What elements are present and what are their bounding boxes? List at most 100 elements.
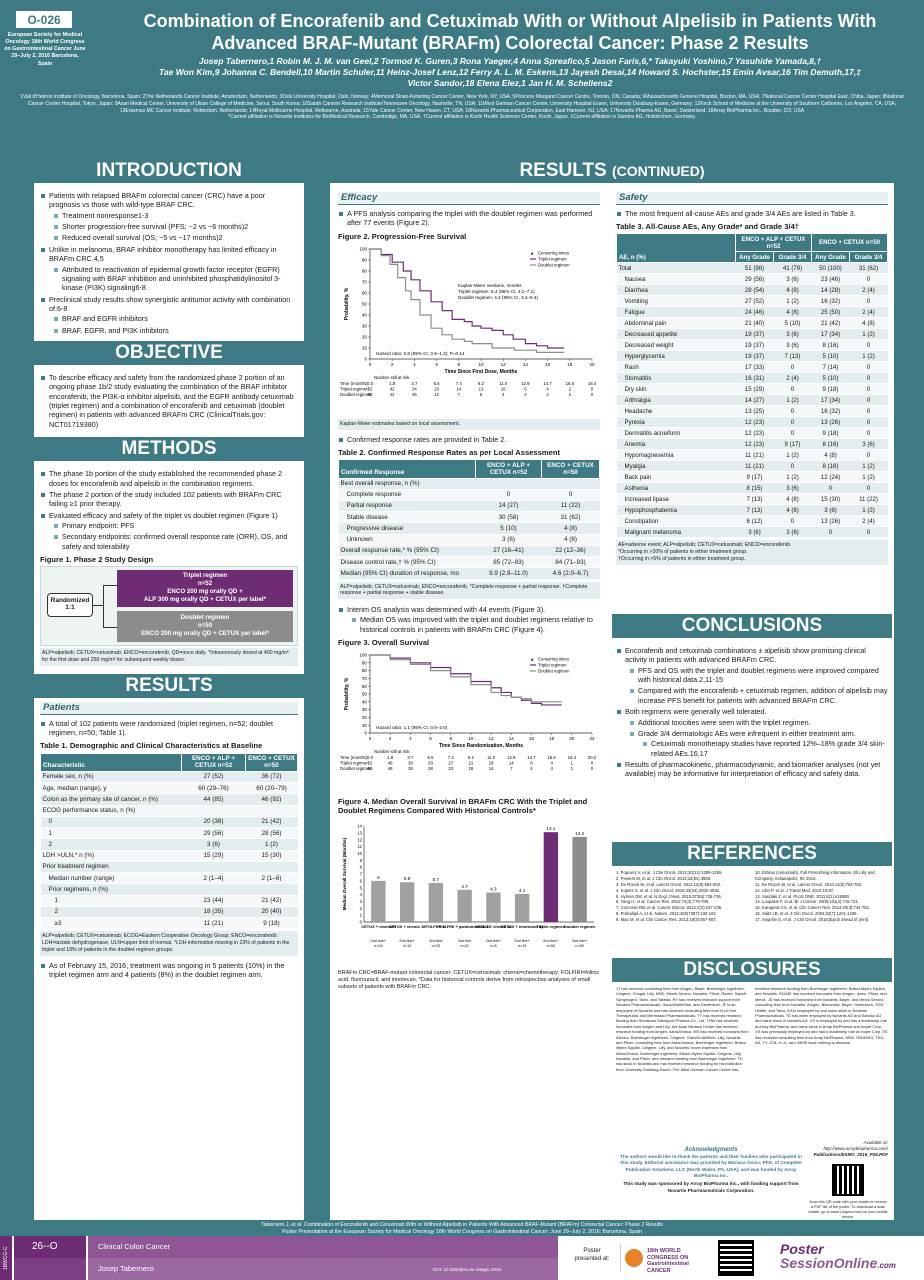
bar bbox=[428, 882, 444, 922]
doi-label: DOI: 10.3252/pso.eu.18wgic.2016 bbox=[433, 1267, 502, 1272]
table-cell bbox=[245, 861, 298, 874]
x-tick-label: 8 bbox=[449, 736, 452, 741]
legend-triplet: Triplet regimen bbox=[538, 256, 567, 261]
table-cell: Malignant melanoma bbox=[616, 526, 736, 539]
table-cell: 1 (2) bbox=[245, 838, 298, 851]
table-cell: 2 (4) bbox=[773, 372, 812, 385]
risk-value: 1.8 bbox=[387, 755, 394, 760]
x-tick-label: 4 bbox=[413, 362, 416, 367]
table-cell: 1 bbox=[40, 827, 182, 840]
bar-value-label: 13.1 bbox=[546, 826, 555, 831]
table-cell: 1 (2) bbox=[773, 295, 812, 308]
risk-value: 3.7 bbox=[407, 755, 414, 760]
risk-value: 0.0 bbox=[367, 381, 374, 386]
table-cell: 11 (22) bbox=[541, 500, 600, 513]
table-header: Confirmed Response bbox=[338, 459, 476, 479]
pdf-link[interactable]: http://www.arraybiopharma.com/ bbox=[823, 1145, 888, 1151]
table-cell: 0 bbox=[849, 372, 888, 385]
table-cell: 0 bbox=[849, 526, 888, 539]
y-tick-label: 11 bbox=[358, 844, 363, 849]
risk-value: 2 bbox=[546, 392, 549, 397]
figure2-title: Figure 2. Progression-Free Survival bbox=[338, 231, 467, 241]
table-row: 2 18 (35) 20 (40) bbox=[40, 906, 298, 919]
qr-code-icon[interactable] bbox=[830, 1162, 866, 1198]
table-cell: 4 (8) bbox=[811, 449, 850, 462]
table-cell: 27 (16–41) bbox=[475, 545, 542, 558]
table-cell: 20 (40) bbox=[245, 906, 298, 919]
table-cell: Nausea bbox=[616, 273, 736, 286]
table-row: Age, median (range), y 60 (29–76) 60 (20–7… bbox=[40, 782, 298, 795]
category-n: n=23 bbox=[432, 944, 441, 948]
table-row: Constipation 6 (12) 0 13 (26) 2 (4) bbox=[616, 515, 888, 528]
table-cell: Median number (range) bbox=[40, 872, 182, 885]
table-cell: 0 bbox=[849, 295, 888, 308]
table-cell: 13 (26) bbox=[811, 515, 850, 528]
table-row: Fatigue 24 (46) 4 (8) 25 (50) 2 (4) bbox=[616, 306, 888, 319]
qr-note: Scan this QR code with your reader to re… bbox=[808, 1200, 888, 1219]
table-cell: 7 (13) bbox=[735, 493, 774, 506]
authors: Josep Tabernero,1 Robin M. J. M. van Gee… bbox=[159, 56, 861, 89]
category-n: n=13 bbox=[518, 944, 527, 948]
bar-value-label: 5.8 bbox=[404, 876, 411, 881]
conclusions-section: CONCLUSIONS Encorafenib and cetuximab co… bbox=[612, 606, 892, 836]
risk-value: 23 bbox=[448, 766, 453, 771]
bar bbox=[572, 836, 587, 922]
table-cell: 16 (32) bbox=[811, 295, 850, 308]
y-tick-label: 100 bbox=[359, 246, 367, 251]
pdf-link[interactable]: Publications/ESMO_2016_P26.PDF bbox=[813, 1151, 888, 1157]
bar bbox=[457, 889, 472, 922]
footer-qr-icon[interactable] bbox=[718, 1240, 754, 1276]
intro-list: Patients with relapsed BRAFm colorectal … bbox=[40, 191, 298, 335]
table-row: Dermatitis acneiform 12 (23) 0 9 (18) 0 bbox=[616, 427, 888, 440]
reference-item: 1. Popovici V, et al. J Clin Oncol. 2012… bbox=[616, 870, 723, 875]
legend-censor: Censoring times bbox=[538, 250, 569, 255]
left-column: INTRODUCTION Patients with relapsed BRAF… bbox=[34, 159, 304, 1220]
x-tick-label: 16 bbox=[545, 362, 551, 367]
table-cell: 0 bbox=[849, 405, 888, 418]
risk-value: 8 bbox=[530, 761, 533, 766]
table-cell: 22 (12–36) bbox=[541, 545, 600, 558]
table-cell: Prior regimens, n (%) bbox=[40, 883, 182, 896]
risk-value: 3.7 bbox=[411, 381, 418, 386]
table-cell: 29 (56) bbox=[735, 273, 774, 286]
table-row: LDH >ULN,* n (%) 15 (29) 15 (30) bbox=[40, 850, 298, 862]
table-cell: 17 (33) bbox=[735, 361, 774, 374]
list-item: Reduced overall survival (OS; ~5 vs ~17 … bbox=[53, 233, 298, 242]
bar bbox=[514, 893, 530, 922]
category-label: Doublet regimen bbox=[564, 924, 596, 929]
table-cell: Abdominal pain bbox=[616, 317, 736, 330]
table-cell: 3 (6) bbox=[811, 504, 850, 517]
list-item: Additional toxicities were seen with the… bbox=[629, 718, 888, 727]
results-continued-heading: RESULTS (CONTINUED) bbox=[330, 159, 894, 183]
table-cell: Hypophosphatemia bbox=[616, 504, 736, 517]
x-tick-label: 2 bbox=[391, 362, 394, 367]
table-cell: Total bbox=[616, 262, 736, 275]
efficacy-subheading: Efficacy bbox=[338, 192, 600, 205]
chart-annotation: Doublet regimen: 4.2 (95% CI, 3.4–5.4) bbox=[458, 295, 538, 300]
table3-title: Table 3. All-Cause AEs, Any Grade* and G… bbox=[616, 222, 800, 232]
category-sublabel: 2nd line+ bbox=[514, 939, 530, 943]
table-cell: Progressive disease bbox=[338, 522, 476, 535]
postersessiononline-logo[interactable]: Poster SessionOnline.com bbox=[780, 1241, 896, 1271]
presenter-name: Josep Tabernero bbox=[98, 1264, 154, 1273]
table1-title: Table 1. Demographic and Clinical Charac… bbox=[40, 741, 263, 751]
legend-censor: Censoring times bbox=[538, 657, 569, 662]
y-tick-label: 5 bbox=[360, 885, 363, 890]
list-item: Results of pharmacokinetic, pharmacodyna… bbox=[616, 760, 888, 779]
results-heading: RESULTS bbox=[34, 673, 304, 698]
risk-value: 18 bbox=[489, 761, 494, 766]
list-item: A total of 102 patients were randomized … bbox=[40, 719, 298, 738]
bar-value-label: 4.7 bbox=[461, 883, 468, 888]
reference-item: 13. Saridaki Z, et al. PLoS ONE. 2011;6(… bbox=[755, 893, 851, 899]
x-tick-label: 16 bbox=[529, 736, 535, 741]
table-cell: 0 bbox=[849, 273, 888, 286]
y-tick-label: 12 bbox=[357, 837, 362, 842]
table-cell bbox=[181, 805, 246, 817]
risk-value: 16.6 bbox=[547, 755, 556, 760]
risk-row-label: Doublet regimen bbox=[340, 392, 372, 397]
x-tick-label: 2 bbox=[389, 736, 392, 741]
risk-value: 2 bbox=[569, 392, 572, 397]
risk-value: 16.6 bbox=[566, 381, 575, 386]
table-cell: 14 (27) bbox=[475, 500, 542, 513]
table-row: Abdominal pain 21 (40) 5 (10) 21 (42) 4 (8) bbox=[616, 317, 888, 330]
